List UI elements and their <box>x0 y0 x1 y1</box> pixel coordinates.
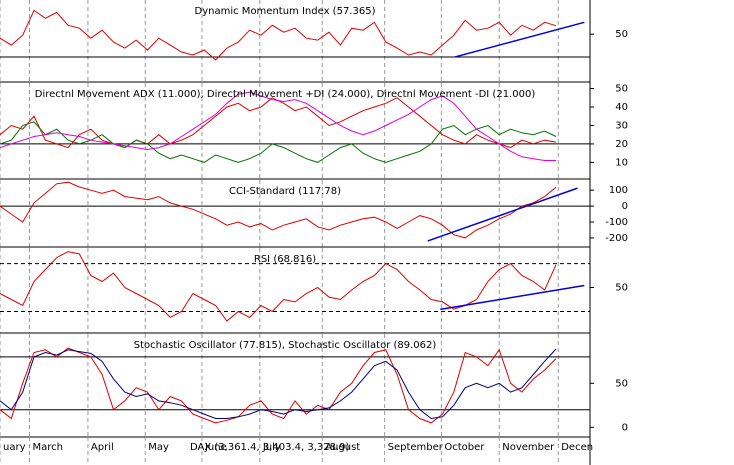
x-tick-label: April <box>91 442 114 453</box>
y-tick-label: 40 <box>615 102 628 113</box>
x-tick-label: March <box>33 442 63 453</box>
series-line <box>0 121 557 163</box>
panel-title: Directnl Movement ADX (11.000), Directnl… <box>35 89 536 100</box>
x-tick-label: June <box>204 442 227 453</box>
annotation: DAX (3,361.4, 3,403.4, 3,328.9) <box>190 442 350 453</box>
x-tick-label: Decen <box>561 442 593 453</box>
series-line <box>0 9 557 61</box>
x-tick-label: July <box>262 442 281 453</box>
y-tick-label: 50 <box>615 283 628 294</box>
series-line <box>0 348 557 420</box>
x-tick-label: November <box>502 442 555 453</box>
panel-title: Dynamic Momentum Index (57.365) <box>195 6 376 17</box>
trend-line <box>427 187 578 242</box>
series-line <box>0 91 556 161</box>
y-tick-label: 100 <box>609 185 628 196</box>
trend-line <box>440 284 585 311</box>
y-tick-label: -100 <box>605 217 628 228</box>
x-tick-label: May <box>148 442 169 453</box>
x-tick-label: October <box>444 442 485 453</box>
series-line <box>0 181 557 239</box>
panel-title: RSI (68.816) <box>254 254 316 265</box>
y-tick-label: 50 <box>615 378 628 389</box>
trend-line <box>454 21 585 58</box>
panel-title: Stochastic Oscillator (77.815), Stochast… <box>134 340 437 351</box>
x-tick-label: August <box>325 442 360 453</box>
x-tick-label: September <box>388 442 444 453</box>
y-tick-label: 50 <box>615 84 628 95</box>
y-tick-label: -200 <box>605 233 628 244</box>
series-line <box>0 347 557 424</box>
y-tick-label: 10 <box>615 157 628 168</box>
y-tick-label: 50 <box>615 29 628 40</box>
y-tick-label: 20 <box>615 139 628 150</box>
panel-title: CCI-Standard (117.78) <box>229 186 341 197</box>
x-tick-label: uary <box>3 442 26 453</box>
y-tick-label: 30 <box>615 120 628 131</box>
y-tick-label: 0 <box>622 201 628 212</box>
y-tick-label: 0 <box>622 422 628 433</box>
